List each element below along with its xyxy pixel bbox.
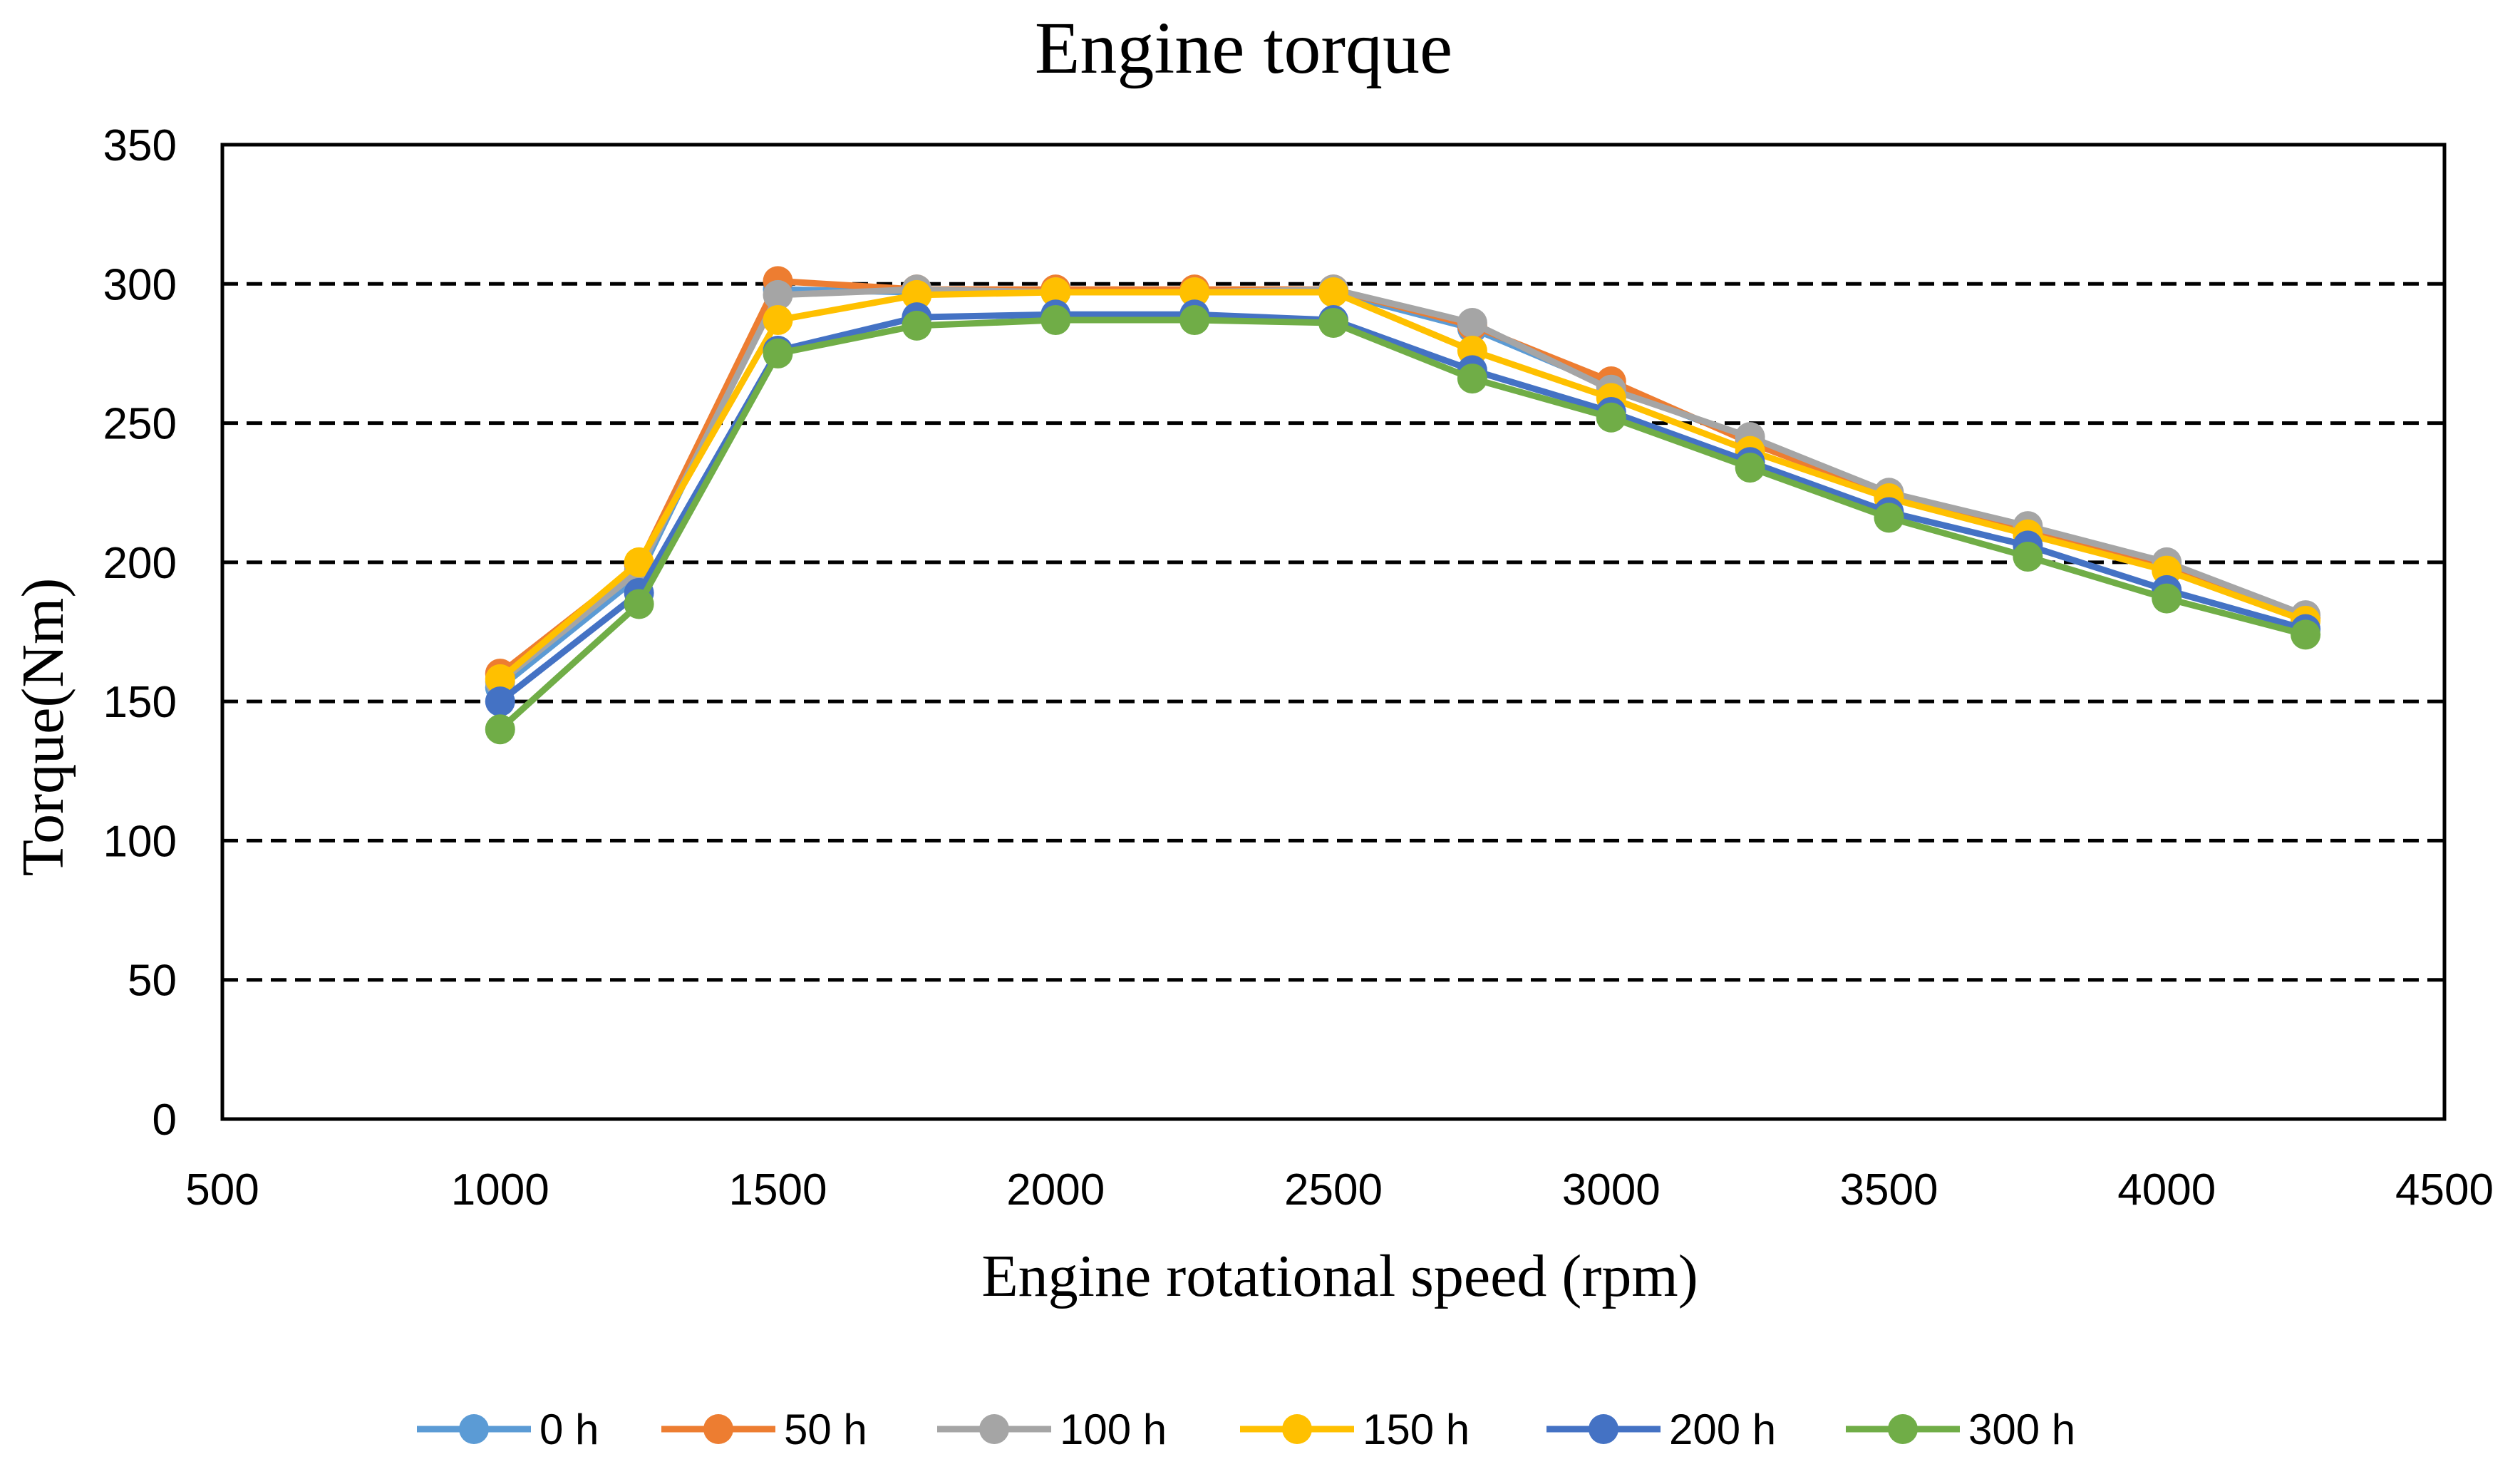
- legend-item: 200 h: [1546, 1406, 1776, 1453]
- y-tick-label: 200: [103, 539, 177, 588]
- y-tick-label: 300: [103, 260, 177, 309]
- legend-label: 300 h: [1968, 1406, 2075, 1453]
- series-line: [497, 286, 2307, 685]
- legend-item: 150 h: [1240, 1406, 1470, 1453]
- data-point: [763, 305, 793, 336]
- data-point: [1735, 453, 1765, 483]
- x-tick-label: 3500: [1840, 1165, 1938, 1215]
- legend-swatch-marker: [1589, 1414, 1618, 1444]
- y-tick-label: 250: [103, 400, 177, 449]
- legend-item: 300 h: [1846, 1406, 2075, 1453]
- legend-swatch-marker: [703, 1414, 733, 1444]
- y-axis-title: Torque(Nm): [10, 578, 76, 877]
- data-point: [1179, 277, 1210, 308]
- legend-item: 100 h: [937, 1406, 1167, 1453]
- series-300h: [485, 305, 2321, 745]
- y-tick-label: 350: [103, 121, 177, 170]
- data-point: [1596, 402, 1626, 433]
- y-tick-label: 150: [103, 678, 177, 727]
- data-point: [485, 714, 515, 745]
- legend-swatch-marker: [979, 1414, 1009, 1444]
- data-point: [2013, 542, 2043, 572]
- legend-item: 0 h: [417, 1406, 599, 1453]
- data-point: [624, 547, 654, 577]
- data-point: [1179, 305, 1210, 336]
- legend: 0 h 50 h 100 h 150 h 200 h 300 h: [417, 1406, 2075, 1453]
- y-tick-label: 0: [153, 1096, 177, 1145]
- x-tick-label: 4500: [2395, 1165, 2494, 1215]
- legend-label: 150 h: [1363, 1406, 1470, 1453]
- legend-swatch-marker: [459, 1414, 489, 1444]
- legend-swatch-marker: [1282, 1414, 1312, 1444]
- data-point: [1318, 277, 1348, 308]
- data-point: [763, 279, 793, 310]
- x-tick-label: 2000: [1006, 1165, 1105, 1215]
- data-point: [485, 664, 515, 694]
- data-point: [1457, 364, 1487, 394]
- plot-area-frame: [220, 143, 2447, 1121]
- series-lines: [485, 266, 2321, 745]
- legend-label: 50 h: [784, 1406, 867, 1453]
- y-tick-label: 50: [128, 957, 177, 1006]
- data-point: [624, 589, 654, 619]
- data-point: [1874, 503, 1904, 533]
- y-tick-label: 100: [103, 817, 177, 866]
- data-point: [1040, 277, 1071, 308]
- series-line: [497, 289, 2307, 682]
- x-axis-title: Engine rotational speed (rpm): [981, 1243, 1698, 1309]
- data-point: [1040, 305, 1071, 336]
- legend-swatch-marker: [1888, 1414, 1918, 1444]
- data-point: [763, 338, 793, 369]
- legend-label: 100 h: [1060, 1406, 1167, 1453]
- chart-title: Engine torque: [1035, 7, 1452, 89]
- data-point: [1457, 307, 1487, 338]
- data-point: [902, 279, 932, 310]
- data-point: [902, 310, 932, 341]
- data-point: [2291, 619, 2321, 650]
- data-point: [485, 686, 515, 717]
- data-point: [2152, 583, 2182, 614]
- legend-label: 0 h: [539, 1406, 599, 1453]
- x-tick-label: 4000: [2117, 1165, 2216, 1215]
- x-tick-label: 1000: [451, 1165, 549, 1215]
- x-tick-label: 1500: [729, 1165, 827, 1215]
- tick-labels: 0 50 100 150 200 250 300 350 500 1000 1500 2000 2500…: [103, 121, 2494, 1215]
- x-tick-label: 3000: [1562, 1165, 1661, 1215]
- legend-label: 200 h: [1669, 1406, 1776, 1453]
- legend-item: 50 h: [661, 1406, 867, 1453]
- x-tick-label: 2500: [1284, 1165, 1383, 1215]
- x-tick-label: 500: [185, 1165, 259, 1215]
- data-point: [1318, 307, 1348, 338]
- series-line: [497, 316, 2307, 732]
- series-line: [497, 311, 2307, 704]
